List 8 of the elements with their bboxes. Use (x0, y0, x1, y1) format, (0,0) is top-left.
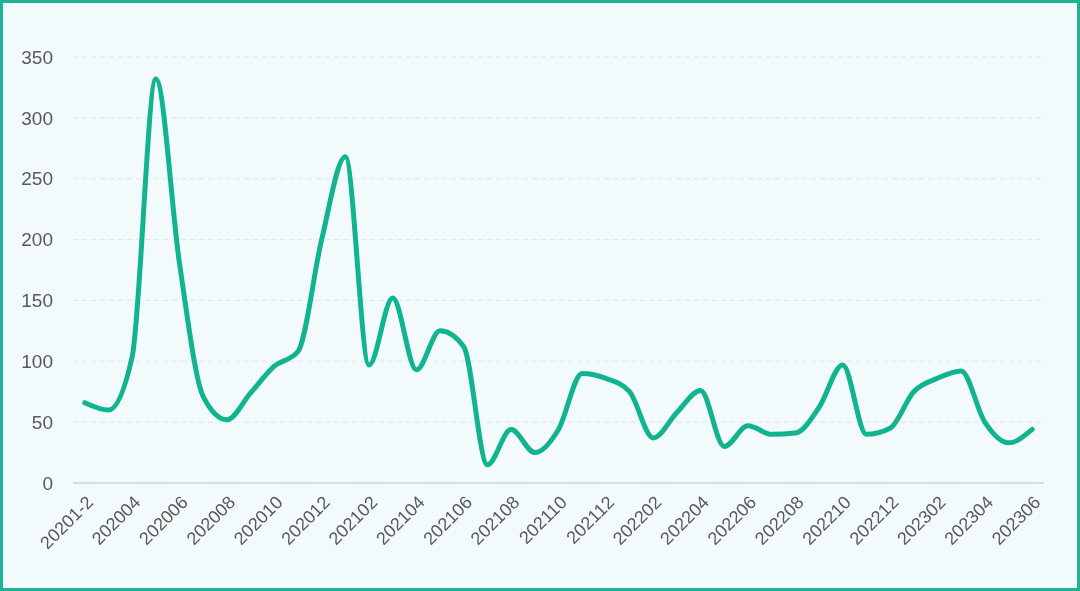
y-tick-label: 200 (21, 229, 53, 251)
y-tick-label: 150 (21, 290, 53, 312)
y-tick-label: 50 (31, 411, 53, 433)
y-tick-label: 0 (42, 472, 53, 494)
y-tick-label: 100 (21, 350, 53, 372)
y-tick-label: 250 (21, 168, 53, 190)
y-tick-label: 350 (21, 46, 53, 68)
y-tick-label: 300 (21, 107, 53, 129)
